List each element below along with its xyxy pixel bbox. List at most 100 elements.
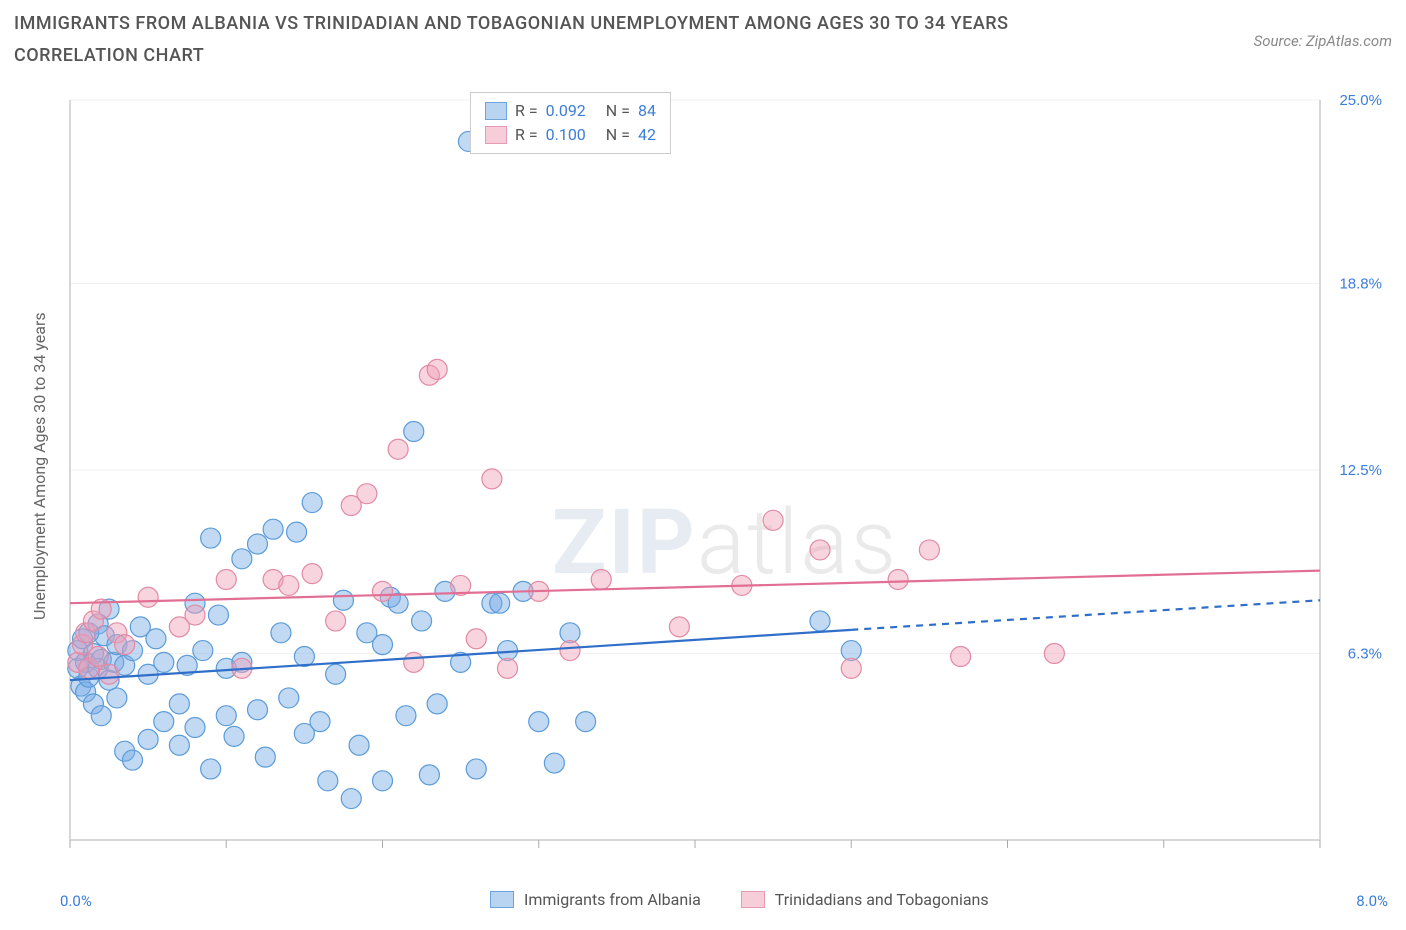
y-tick-label: 18.8% xyxy=(1339,276,1382,293)
legend-swatch xyxy=(485,102,507,120)
data-point xyxy=(810,611,830,631)
data-point xyxy=(373,771,393,791)
data-point xyxy=(248,534,268,554)
legend-r-label: R = xyxy=(515,99,538,123)
data-point xyxy=(310,712,330,732)
data-point xyxy=(482,469,502,489)
data-point xyxy=(271,623,291,643)
bottom-legend-item: Immigrants from Albania xyxy=(490,890,701,909)
data-point xyxy=(248,700,268,720)
data-point xyxy=(498,658,518,678)
data-point xyxy=(810,540,830,560)
legend-row: R = 0.092 N = 84 xyxy=(485,99,656,123)
data-point xyxy=(841,658,861,678)
data-point xyxy=(951,646,971,666)
data-point xyxy=(427,359,447,379)
data-point xyxy=(208,605,228,625)
data-point xyxy=(388,439,408,459)
legend-n-value: 84 xyxy=(638,99,656,123)
data-point xyxy=(763,510,783,530)
data-point xyxy=(287,522,307,542)
data-point xyxy=(357,484,377,504)
data-point xyxy=(419,765,439,785)
data-point xyxy=(138,587,158,607)
data-point xyxy=(544,753,564,773)
data-point xyxy=(427,694,447,714)
data-point xyxy=(216,706,236,726)
trend-line xyxy=(70,571,1320,604)
legend-series-label: Trinidadians and Tobagonians xyxy=(775,890,989,909)
data-point xyxy=(576,712,596,732)
data-point xyxy=(373,635,393,655)
data-point xyxy=(919,540,939,560)
data-point xyxy=(138,729,158,749)
data-point xyxy=(466,759,486,779)
data-point xyxy=(326,611,346,631)
data-point xyxy=(466,629,486,649)
data-point xyxy=(154,712,174,732)
data-point xyxy=(529,712,549,732)
data-point xyxy=(99,664,119,684)
y-tick-label: 6.3% xyxy=(1348,646,1382,663)
data-point xyxy=(232,549,252,569)
data-point xyxy=(591,570,611,590)
data-point xyxy=(123,750,143,770)
bottom-legend-item: Trinidadians and Tobagonians xyxy=(741,890,989,909)
data-point xyxy=(490,593,510,613)
correlation-legend: R = 0.092 N = 84R = 0.100N = 42 xyxy=(470,92,671,154)
y-axis-label: Unemployment Among Ages 30 to 34 years xyxy=(30,312,49,620)
data-point xyxy=(263,519,283,539)
data-point xyxy=(279,688,299,708)
data-point xyxy=(404,422,424,442)
legend-r-value: 0.092 xyxy=(546,99,586,123)
data-point xyxy=(560,641,580,661)
data-point xyxy=(888,570,908,590)
data-point xyxy=(115,635,135,655)
legend-row: R = 0.100N = 42 xyxy=(485,123,656,147)
data-point xyxy=(404,652,424,672)
data-point xyxy=(333,590,353,610)
data-point xyxy=(201,759,221,779)
x-axis-min: 0.0% xyxy=(60,892,92,910)
legend-swatch xyxy=(490,891,514,908)
data-point xyxy=(302,564,322,584)
data-point xyxy=(193,641,213,661)
data-point xyxy=(341,789,361,809)
data-point xyxy=(107,688,127,708)
data-point xyxy=(396,706,416,726)
data-point xyxy=(216,570,236,590)
data-point xyxy=(841,641,861,661)
legend-r-label: R = xyxy=(515,123,538,147)
legend-n-value: 42 xyxy=(638,123,656,147)
data-point xyxy=(255,747,275,767)
data-point xyxy=(373,581,393,601)
data-point xyxy=(412,611,432,631)
x-axis-max: 8.0% xyxy=(1356,892,1388,910)
trend-line-ext xyxy=(851,600,1320,630)
source-label: Source: ZipAtlas.com xyxy=(1254,8,1392,50)
data-point xyxy=(669,617,689,637)
legend-n-label: N = xyxy=(606,99,630,123)
data-point xyxy=(201,528,221,548)
series-legend: Immigrants from Albania Trinidadians and … xyxy=(490,890,989,909)
chart-title: IMMIGRANTS FROM ALBANIA VS TRINIDADIAN A… xyxy=(14,8,1134,73)
data-point xyxy=(349,735,369,755)
data-point xyxy=(185,718,205,738)
data-point xyxy=(91,706,111,726)
data-point xyxy=(302,493,322,513)
data-point xyxy=(169,735,189,755)
legend-swatch xyxy=(485,126,507,144)
scatter-chart: 25.0%18.8%12.5%6.3% xyxy=(60,90,1390,880)
legend-series-label: Immigrants from Albania xyxy=(524,890,701,909)
data-point xyxy=(224,726,244,746)
legend-swatch xyxy=(741,891,765,908)
data-point xyxy=(279,575,299,595)
data-point xyxy=(326,664,346,684)
chart-area: ZIPatlas 25.0%18.8%12.5%6.3% xyxy=(60,90,1390,880)
data-point xyxy=(169,694,189,714)
legend-r-value: 0.100 xyxy=(546,123,586,147)
y-tick-label: 12.5% xyxy=(1339,462,1382,479)
data-point xyxy=(1044,644,1064,664)
data-point xyxy=(88,646,108,666)
data-point xyxy=(294,646,314,666)
